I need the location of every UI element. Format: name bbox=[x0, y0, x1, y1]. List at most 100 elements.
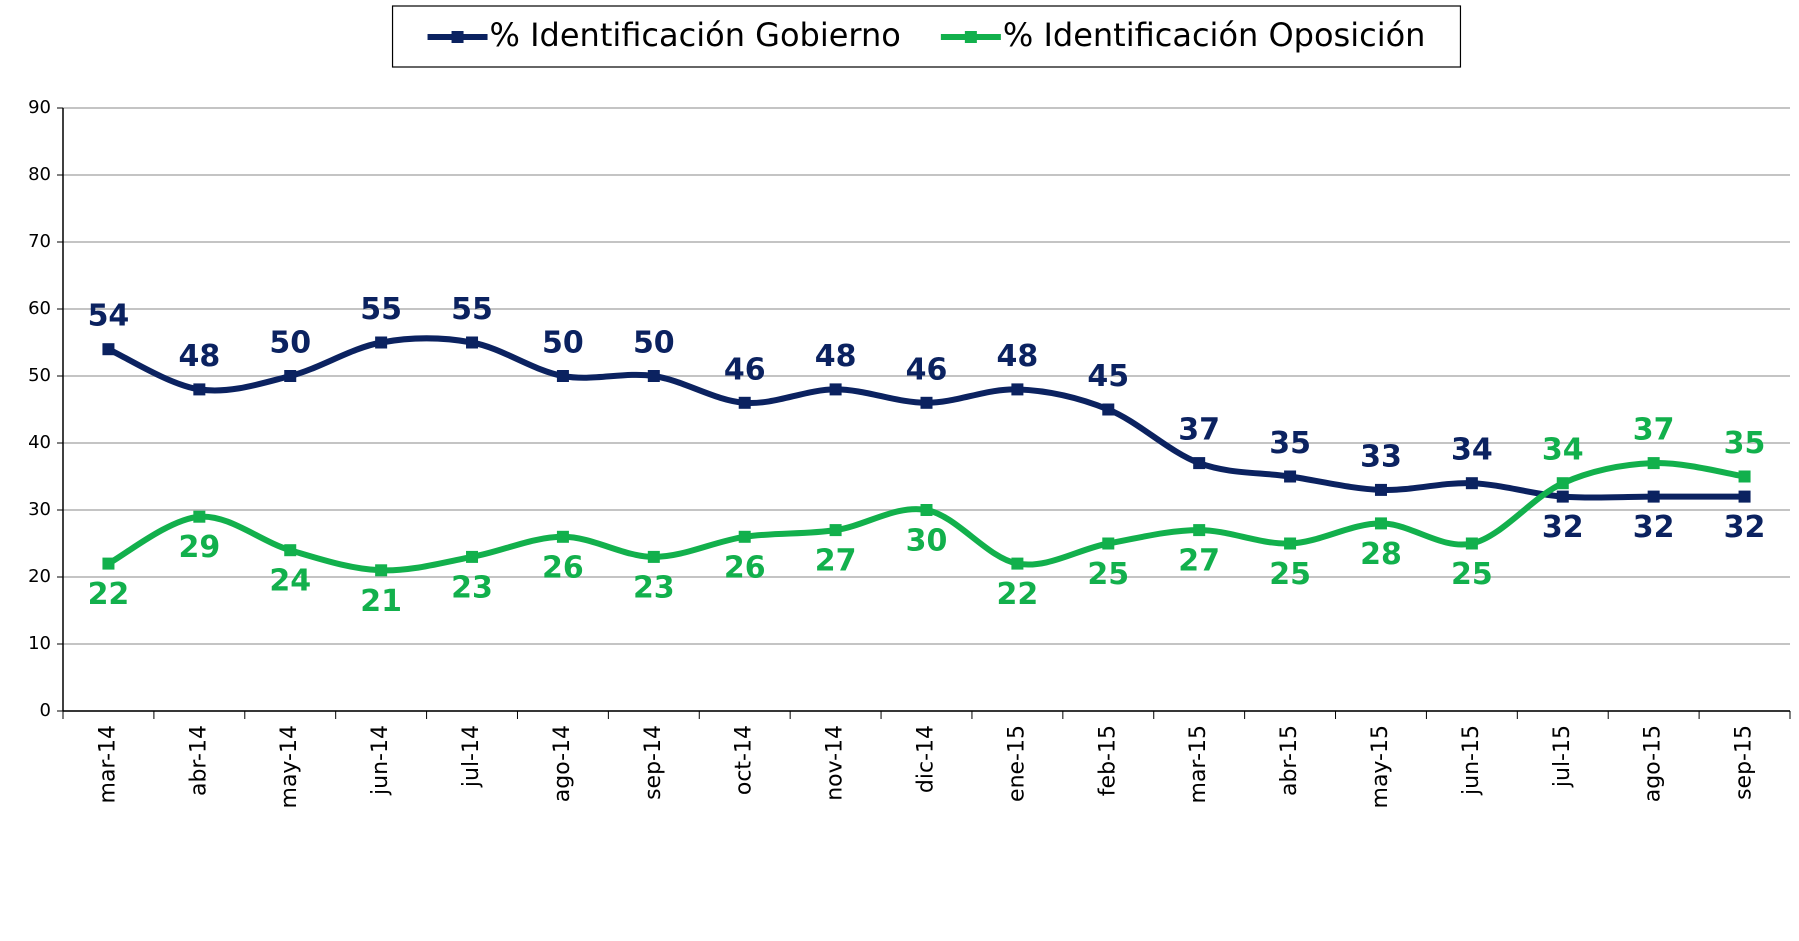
data-label: 48 bbox=[815, 339, 857, 374]
marker bbox=[1193, 457, 1206, 470]
y-tick-label: 30 bbox=[28, 499, 51, 520]
y-tick-label: 10 bbox=[28, 633, 51, 654]
data-label: 32 bbox=[1724, 510, 1766, 545]
marker bbox=[466, 336, 479, 349]
marker bbox=[1465, 477, 1478, 490]
marker bbox=[1556, 477, 1569, 490]
data-label: 33 bbox=[1360, 439, 1402, 474]
marker bbox=[829, 524, 842, 537]
marker bbox=[1374, 517, 1387, 530]
y-tick-label: 90 bbox=[28, 97, 51, 118]
data-label: 22 bbox=[997, 577, 1039, 612]
data-label: 50 bbox=[542, 326, 584, 361]
data-label: 48 bbox=[997, 339, 1039, 374]
y-tick-label: 40 bbox=[28, 432, 51, 453]
marker bbox=[738, 396, 751, 409]
x-tick-label: ene-15 bbox=[1004, 725, 1029, 802]
marker bbox=[1465, 537, 1478, 550]
data-label: 54 bbox=[88, 299, 130, 334]
marker bbox=[1284, 537, 1297, 550]
x-tick-label: jun-15 bbox=[1459, 725, 1484, 796]
data-label: 34 bbox=[1451, 433, 1493, 468]
y-tick-label: 60 bbox=[28, 298, 51, 319]
marker bbox=[1738, 490, 1751, 503]
data-label: 55 bbox=[360, 292, 402, 327]
x-tick-label: abr-14 bbox=[186, 725, 211, 796]
x-tick-label: dic-14 bbox=[914, 725, 939, 793]
x-tick-label: jun-14 bbox=[368, 725, 393, 796]
x-tick-label: mar-15 bbox=[1186, 725, 1211, 803]
x-tick-label: may-15 bbox=[1368, 725, 1393, 808]
marker bbox=[920, 396, 933, 409]
data-label: 45 bbox=[1087, 359, 1129, 394]
data-label: 46 bbox=[724, 352, 766, 387]
legend-marker bbox=[964, 31, 977, 43]
y-tick-label: 50 bbox=[28, 365, 51, 386]
marker bbox=[1738, 470, 1751, 483]
legend-box bbox=[391, 5, 1462, 68]
legend-marker bbox=[451, 31, 464, 43]
data-label: 26 bbox=[724, 550, 766, 585]
x-tick-label: feb-15 bbox=[1095, 725, 1120, 796]
marker bbox=[556, 370, 569, 382]
x-tick-label: abr-15 bbox=[1277, 725, 1302, 796]
marker bbox=[829, 383, 842, 396]
legend-label: % Identificación Gobierno bbox=[490, 16, 901, 54]
y-tick-label: 0 bbox=[40, 700, 51, 721]
data-label: 25 bbox=[1451, 557, 1493, 592]
x-tick-label: oct-14 bbox=[732, 725, 757, 795]
data-label: 50 bbox=[269, 326, 311, 361]
marker bbox=[1647, 490, 1660, 503]
data-label: 21 bbox=[360, 584, 402, 619]
marker bbox=[1647, 457, 1660, 470]
marker bbox=[1102, 537, 1115, 550]
y-tick-label: 70 bbox=[28, 231, 51, 252]
data-label: 37 bbox=[1633, 413, 1675, 448]
marker bbox=[647, 550, 660, 563]
data-label: 25 bbox=[1087, 557, 1129, 592]
data-label: 35 bbox=[1724, 426, 1766, 461]
marker bbox=[102, 343, 115, 356]
y-tick-label: 20 bbox=[28, 566, 51, 587]
x-tick-label: may-14 bbox=[277, 725, 302, 808]
marker bbox=[1011, 557, 1024, 570]
x-tick-label: jul-15 bbox=[1550, 725, 1575, 788]
x-tick-label: sep-15 bbox=[1732, 725, 1757, 800]
marker bbox=[466, 550, 479, 563]
data-label: 23 bbox=[633, 570, 675, 605]
marker bbox=[193, 383, 206, 396]
data-label: 27 bbox=[1178, 544, 1220, 579]
data-label: 37 bbox=[1178, 413, 1220, 448]
data-label: 26 bbox=[542, 550, 584, 585]
y-tick-label: 80 bbox=[28, 164, 51, 185]
data-label: 27 bbox=[815, 544, 857, 579]
x-tick-label: jul-14 bbox=[459, 725, 484, 788]
data-label: 50 bbox=[633, 326, 675, 361]
x-tick-label: ago-14 bbox=[550, 725, 575, 802]
marker bbox=[556, 530, 569, 543]
legend-label: % Identificación Oposición bbox=[1003, 16, 1426, 54]
data-label: 28 bbox=[1360, 537, 1402, 572]
data-label: 46 bbox=[906, 352, 948, 387]
marker bbox=[920, 504, 933, 516]
marker bbox=[193, 510, 206, 523]
marker bbox=[1374, 483, 1387, 496]
x-tick-label: sep-14 bbox=[641, 725, 666, 800]
data-label: 25 bbox=[1269, 557, 1311, 592]
marker bbox=[375, 564, 388, 577]
marker bbox=[1193, 524, 1206, 537]
data-label: 55 bbox=[451, 292, 493, 327]
x-tick-label: mar-14 bbox=[95, 725, 120, 803]
marker bbox=[738, 530, 751, 543]
marker bbox=[1011, 383, 1024, 396]
marker bbox=[375, 336, 388, 349]
x-tick-label: nov-14 bbox=[823, 725, 848, 801]
data-label: 48 bbox=[178, 339, 220, 374]
x-tick-label: ago-15 bbox=[1641, 725, 1666, 802]
data-label: 23 bbox=[451, 570, 493, 605]
legend: % Identificación Gobierno % Identificació… bbox=[391, 5, 1462, 68]
data-label: 29 bbox=[178, 530, 220, 565]
marker bbox=[1556, 490, 1569, 503]
data-label: 22 bbox=[88, 577, 130, 612]
